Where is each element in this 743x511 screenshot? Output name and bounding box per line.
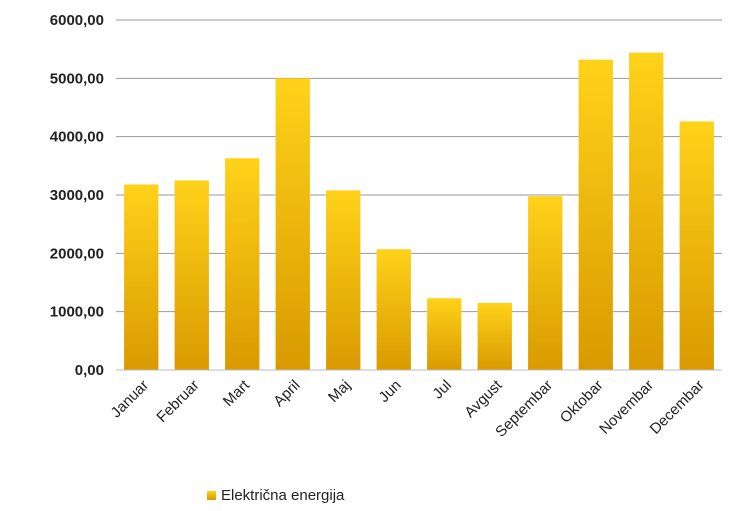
x-tick-label: Novembar: [596, 377, 657, 438]
bar-april: [275, 78, 310, 370]
y-tick-label: 4000,00: [50, 129, 104, 146]
bar-januar: [124, 184, 159, 370]
bar-februar: [174, 180, 209, 370]
x-tick-label: Jul: [429, 377, 455, 403]
x-tick-label: Januar: [108, 377, 152, 421]
x-tick-label: Avgust: [461, 376, 506, 421]
bars: [124, 52, 714, 371]
x-tick-label: Maj: [325, 377, 354, 406]
y-tick-label: 3000,00: [50, 187, 104, 204]
x-tick-label: Mart: [220, 376, 254, 410]
x-tick-label: Jun: [375, 377, 404, 406]
bar-jul: [427, 298, 462, 370]
legend: Električna energija: [207, 487, 344, 504]
bar-mart: [225, 158, 260, 370]
x-tick-label: Februar: [153, 377, 202, 426]
y-tick-label: 2000,00: [50, 245, 104, 262]
x-axis-ticks: Januar Februar Mart April Maj Jun Jul AvgustSep…: [108, 376, 708, 440]
bar-novembar: [629, 52, 664, 371]
bar-avgust: [477, 302, 512, 370]
legend-swatch: [207, 491, 216, 500]
x-tick-label: Decembar: [647, 377, 708, 438]
y-tick-label: 5000,00: [50, 70, 104, 87]
gridlines: [116, 19, 722, 313]
bar-oktobar: [578, 59, 613, 371]
bar-maj: [326, 190, 361, 370]
bar-jun: [376, 249, 411, 370]
legend-label: Električna energija: [221, 487, 345, 504]
y-tick-label: 0,00: [75, 362, 104, 379]
y-tick-label: 6000,00: [50, 12, 104, 29]
x-tick-label: Oktobar: [557, 377, 607, 427]
bar-septembar: [528, 196, 563, 370]
x-tick-label: April: [270, 377, 303, 410]
y-axis-ticks: 0,00 1000,00 2000,00 3000,00 4000,00 5000,00 6…: [50, 12, 104, 379]
bar-decembar: [679, 121, 714, 370]
y-tick-label: 1000,00: [50, 304, 104, 321]
